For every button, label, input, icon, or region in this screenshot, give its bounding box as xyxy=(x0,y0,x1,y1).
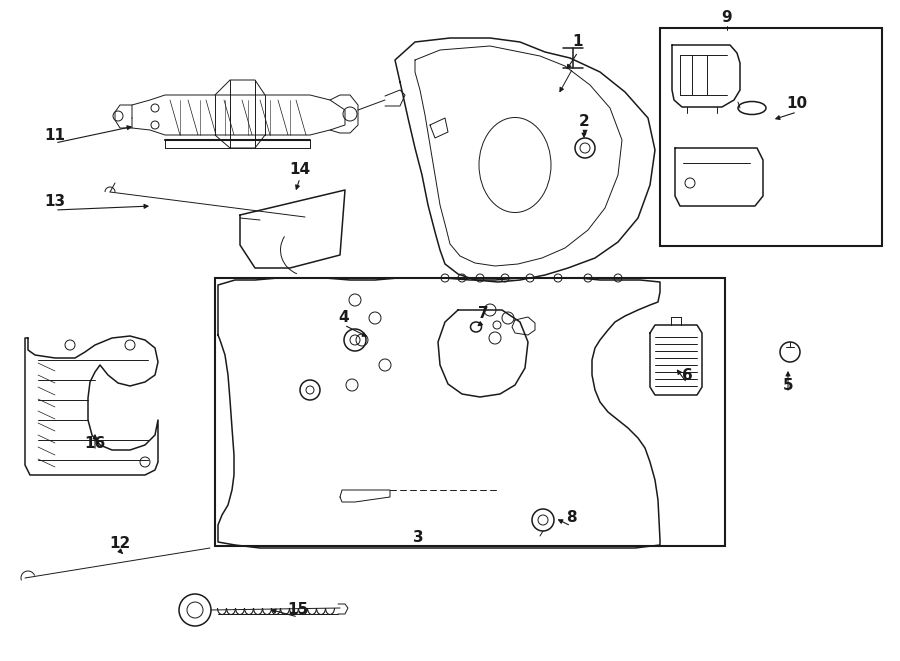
Text: 1: 1 xyxy=(572,34,583,50)
Text: 2: 2 xyxy=(579,114,590,130)
Text: 9: 9 xyxy=(722,11,733,26)
Text: 3: 3 xyxy=(413,529,423,545)
Text: 6: 6 xyxy=(681,368,692,383)
Text: 5: 5 xyxy=(783,377,793,393)
Text: 7: 7 xyxy=(478,307,489,321)
Text: 8: 8 xyxy=(566,510,576,525)
Bar xyxy=(660,28,882,246)
Text: 4: 4 xyxy=(338,309,349,325)
Text: 13: 13 xyxy=(44,194,66,210)
Text: 10: 10 xyxy=(787,97,807,112)
Text: 14: 14 xyxy=(290,163,310,178)
Text: 15: 15 xyxy=(287,602,309,617)
Text: 12: 12 xyxy=(110,535,130,551)
Bar xyxy=(215,278,725,546)
Text: 16: 16 xyxy=(85,436,105,451)
Text: 11: 11 xyxy=(44,128,66,143)
